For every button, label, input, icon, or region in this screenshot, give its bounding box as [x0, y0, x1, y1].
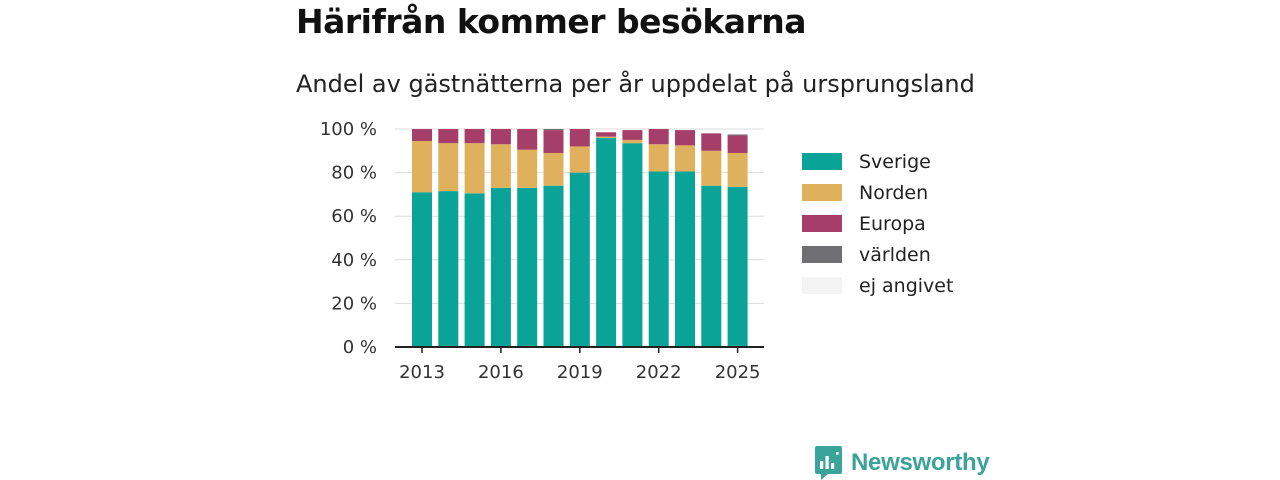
- legend-label: Europa: [859, 212, 926, 235]
- y-tick-label: 20 %: [331, 293, 377, 314]
- bar-segment-europa: [490, 129, 511, 145]
- bar-segment-norden: [596, 136, 617, 138]
- legend-swatch: [802, 277, 842, 294]
- legend-swatch: [802, 153, 842, 170]
- legend-swatch: [802, 215, 842, 232]
- x-tick-label: 2013: [399, 362, 445, 383]
- bar-segment-världen: [543, 129, 564, 131]
- y-tick-label: 0 %: [343, 337, 377, 358]
- legend-label: världen: [859, 243, 931, 266]
- y-tick-label: 80 %: [331, 163, 377, 184]
- legend-item: ej angivet: [802, 270, 953, 301]
- legend-label: Norden: [859, 181, 929, 204]
- x-tick-label: 2016: [478, 362, 524, 383]
- legend-label: Sverige: [859, 150, 931, 173]
- legend-item: Sverige: [802, 146, 953, 177]
- chart-title: Härifrån kommer besökarna: [296, 2, 807, 41]
- y-tick-label: 40 %: [331, 250, 377, 271]
- bar-segment-sverige: [517, 187, 538, 347]
- bar-segment-europa: [727, 135, 748, 153]
- bar-segment-europa: [438, 129, 459, 144]
- bar-segment-europa: [622, 130, 643, 140]
- bar-segment-sverige: [438, 191, 459, 347]
- chart-subtitle: Andel av gästnätterna per år uppdelat på…: [296, 70, 975, 98]
- bar-segment-sverige: [569, 172, 590, 347]
- bar-segment-sverige: [727, 186, 748, 347]
- x-tick-label: 2019: [557, 362, 603, 383]
- bar-segment-sverige: [490, 187, 511, 347]
- bar-segment-sverige: [464, 193, 485, 347]
- bar-segment-världen: [727, 134, 748, 136]
- bar-segment-europa: [543, 130, 564, 153]
- bar-segment-sverige: [675, 171, 695, 347]
- bar-segment-sverige: [701, 185, 722, 347]
- bar-segment-norden: [569, 146, 590, 173]
- bar-segment-norden: [412, 140, 432, 193]
- bar-segment-norden: [622, 139, 643, 144]
- bar-segment-norden: [727, 152, 748, 187]
- bar-segment-norden: [543, 152, 564, 186]
- legend-item: Norden: [802, 177, 953, 208]
- bar-segment-europa: [701, 133, 722, 151]
- newsworthy-logo-text: Newsworthy: [851, 449, 990, 476]
- bar-segment-sverige: [622, 143, 643, 347]
- newsworthy-logo-icon: [815, 446, 842, 480]
- bar-segment-sverige: [596, 137, 617, 347]
- bar-segment-europa: [648, 129, 669, 145]
- newsworthy-logo: Newsworthy: [815, 446, 990, 480]
- bar-segment-norden: [701, 150, 722, 186]
- x-tick-label: 2022: [636, 362, 682, 383]
- bar-segment-europa: [464, 129, 485, 144]
- bar-segment-norden: [648, 144, 669, 172]
- bar-segment-norden: [517, 149, 538, 188]
- bar-segment-norden: [490, 144, 511, 188]
- bar-segment-europa: [412, 129, 432, 141]
- bar-segment-norden: [464, 143, 485, 194]
- bar-segment-sverige: [648, 171, 669, 347]
- bar-segment-europa: [675, 130, 695, 146]
- bar-segment-sverige: [412, 192, 432, 347]
- y-tick-label: 100 %: [320, 119, 377, 140]
- legend-swatch: [802, 246, 842, 263]
- legend-label: ej angivet: [859, 274, 954, 297]
- bar-segment-europa: [596, 132, 617, 137]
- bar-segment-norden: [438, 143, 459, 192]
- legend: Sverige Norden Europa världen ej angivet: [802, 146, 953, 301]
- legend-item: Europa: [802, 208, 953, 239]
- y-tick-label: 60 %: [331, 206, 377, 227]
- legend-swatch: [802, 184, 842, 201]
- x-tick-label: 2025: [715, 362, 761, 383]
- bar-segment-norden: [675, 145, 695, 172]
- legend-item: världen: [802, 239, 953, 270]
- bar-segment-europa: [517, 129, 538, 150]
- bar-segment-sverige: [543, 185, 564, 347]
- bar-segment-europa: [569, 129, 590, 147]
